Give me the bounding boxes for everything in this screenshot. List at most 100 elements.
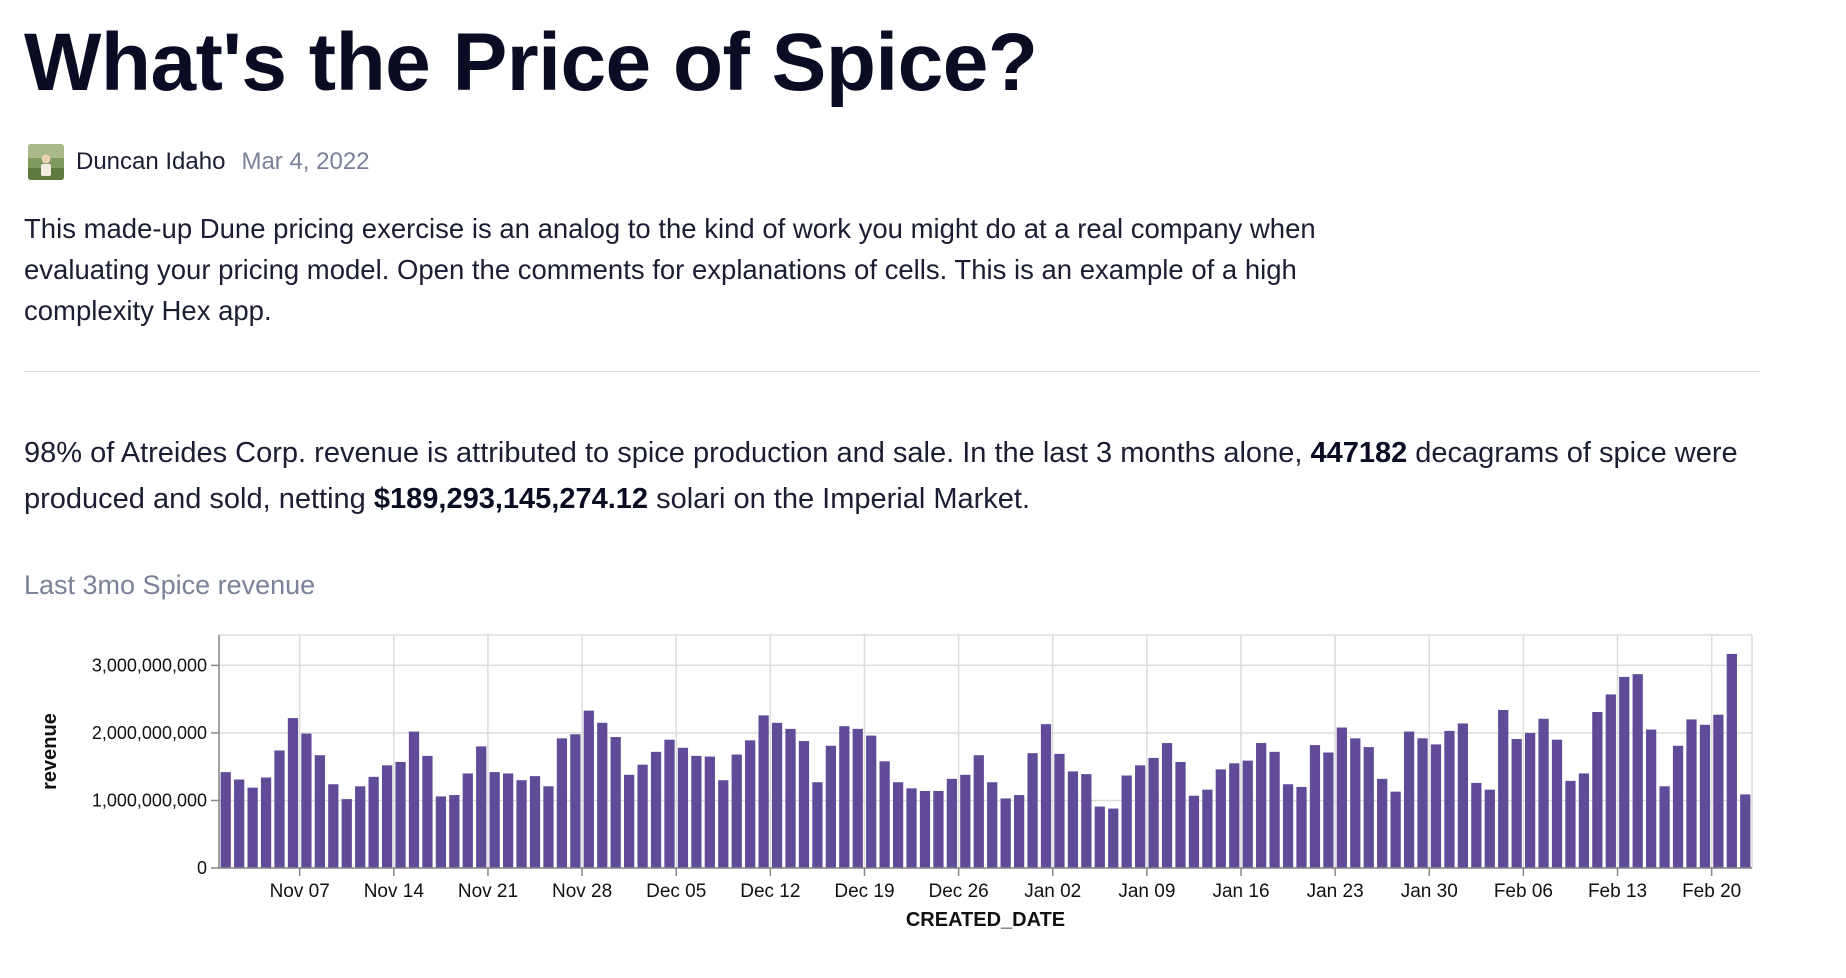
plot-frame xyxy=(218,634,1753,869)
author-name[interactable]: Duncan Idaho xyxy=(76,148,226,175)
summary-part-1: 98% of Atreides Corp. revenue is attribu… xyxy=(24,437,1311,469)
summary-part-2: decagrams of spice were produced and sol… xyxy=(24,437,1738,515)
bar xyxy=(502,773,514,868)
bar xyxy=(1269,751,1280,868)
bar xyxy=(395,761,406,868)
x-tick-label: Jan 09 xyxy=(1118,881,1175,902)
bar xyxy=(973,755,984,868)
bar xyxy=(1054,753,1065,868)
bar xyxy=(1538,718,1549,868)
bar xyxy=(1686,719,1697,868)
bar xyxy=(1605,694,1616,868)
bar xyxy=(368,776,379,868)
bar xyxy=(960,774,971,868)
y-axis-title: revenue xyxy=(39,713,61,790)
bar xyxy=(1377,778,1388,868)
bar xyxy=(381,765,393,868)
bar xyxy=(987,782,998,868)
bar xyxy=(1592,711,1603,868)
bar xyxy=(1632,674,1643,868)
author-avatar[interactable] xyxy=(28,144,64,180)
bar xyxy=(798,741,810,868)
bar xyxy=(1040,724,1052,868)
bar xyxy=(839,726,850,868)
revenue-bar-chart: 0 1,000,000,000 2,000,000,000 3,000,000,000… xyxy=(39,634,1753,931)
bar xyxy=(529,776,541,868)
x-tick-label: Feb 20 xyxy=(1682,881,1741,902)
bar xyxy=(691,755,702,868)
bar xyxy=(1498,709,1509,868)
bar xyxy=(1484,789,1495,868)
bar xyxy=(355,786,366,868)
bar xyxy=(1323,752,1334,868)
bar xyxy=(677,747,689,868)
bar xyxy=(328,784,339,868)
x-tick-label: Dec 19 xyxy=(834,881,894,902)
x-tick-label: Jan 16 xyxy=(1212,881,1269,902)
bar xyxy=(1336,727,1347,868)
bar xyxy=(919,791,931,868)
bar xyxy=(435,796,447,868)
bar xyxy=(1027,753,1038,868)
x-tick-label: Feb 06 xyxy=(1494,881,1553,902)
bar xyxy=(341,799,352,868)
bar xyxy=(650,751,662,868)
bar xyxy=(745,740,756,868)
bar xyxy=(879,761,890,868)
bar xyxy=(1444,730,1455,868)
bar xyxy=(1646,729,1657,868)
bar xyxy=(1175,761,1186,868)
bar xyxy=(1619,676,1630,868)
bar xyxy=(1390,791,1401,868)
bar xyxy=(1161,743,1173,868)
x-axis-title: CREATED_DATE xyxy=(906,909,1065,931)
bar xyxy=(1108,808,1119,868)
page-title: What's the Price of Spice? xyxy=(24,17,1038,108)
x-tick-label: Nov 14 xyxy=(364,881,425,902)
x-tick-label: Nov 28 xyxy=(552,881,612,902)
bar xyxy=(1229,763,1240,868)
bar xyxy=(1013,795,1025,868)
bar xyxy=(731,754,742,868)
bar xyxy=(462,773,473,868)
y-tick-label: 2,000,000,000 xyxy=(92,723,207,743)
bar xyxy=(866,735,877,868)
bar xyxy=(637,764,648,868)
bar xyxy=(1202,789,1213,868)
bar xyxy=(1740,794,1751,868)
bar xyxy=(247,787,258,868)
bar xyxy=(946,778,958,868)
bar xyxy=(1215,769,1226,868)
bar xyxy=(825,745,836,868)
bar xyxy=(301,733,312,868)
bar xyxy=(906,788,917,868)
chart-title: Last 3mo Spice revenue xyxy=(24,570,316,600)
bar xyxy=(1121,775,1132,868)
bar xyxy=(1067,771,1079,868)
bar xyxy=(1471,782,1482,868)
bar xyxy=(1148,757,1159,868)
bar xyxy=(234,779,245,868)
bar xyxy=(516,780,527,868)
bar xyxy=(1457,723,1469,868)
bar xyxy=(771,722,783,868)
bar xyxy=(1282,784,1294,868)
bar xyxy=(1726,653,1737,868)
bar xyxy=(449,795,460,868)
bar xyxy=(1000,798,1011,868)
bar xyxy=(260,777,272,868)
bar xyxy=(1511,739,1522,868)
bar xyxy=(718,780,729,868)
x-tick-label: Nov 07 xyxy=(270,881,330,902)
bar xyxy=(543,786,554,868)
bar xyxy=(1309,745,1321,868)
x-tick-label: Jan 02 xyxy=(1024,881,1081,902)
x-tick-label: Dec 26 xyxy=(929,881,989,902)
bar xyxy=(704,756,715,868)
bar xyxy=(1672,745,1684,868)
bar xyxy=(1524,732,1536,868)
bar xyxy=(1242,760,1253,868)
x-tick-label: Jan 23 xyxy=(1307,881,1364,902)
bar xyxy=(476,746,487,868)
bar xyxy=(1713,714,1724,868)
